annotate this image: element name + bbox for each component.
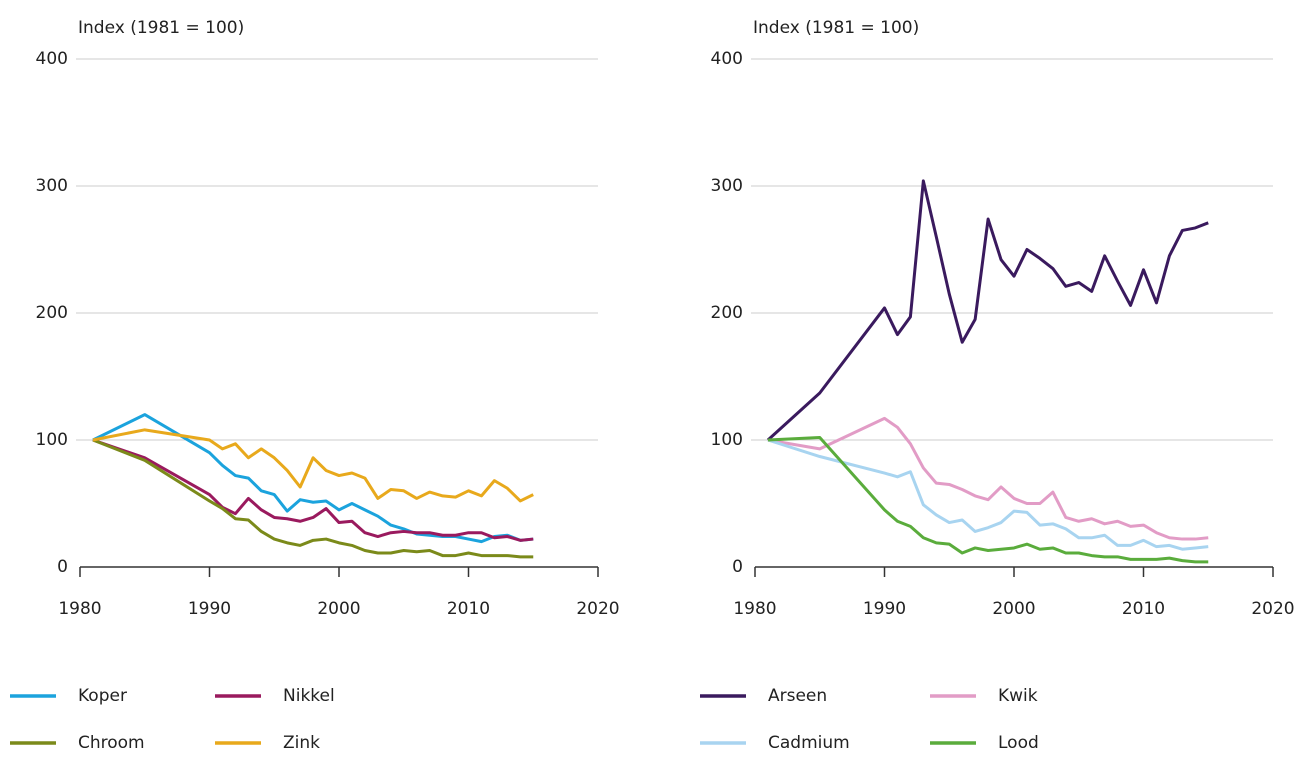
y-tick-label: 200 [36, 303, 68, 323]
legend-label: Nikkel [283, 686, 335, 706]
series-line [767, 438, 1209, 551]
y-tick-label: 0 [57, 557, 68, 577]
series-line [92, 438, 534, 559]
y-tick-label: 100 [36, 430, 68, 450]
y-axis-label: Index (1981 = 100) [78, 18, 244, 38]
y-tick-label: 400 [711, 49, 743, 69]
x-tick-label: 2010 [1122, 599, 1165, 619]
series-line [92, 428, 534, 503]
x-tick-label: 1990 [863, 599, 906, 619]
x-tick-label: 2010 [447, 599, 490, 619]
series-line [767, 435, 1209, 564]
legend-label: Cadmium [768, 733, 850, 753]
y-tick-label: 100 [711, 430, 743, 450]
y-tick-label: 400 [36, 49, 68, 69]
y-tick-label: 300 [711, 176, 743, 196]
legend-label: Lood [998, 733, 1039, 753]
x-tick-label: 2000 [992, 599, 1035, 619]
legend-label: Chroom [78, 733, 145, 753]
y-tick-label: 300 [36, 176, 68, 196]
legend-label: Koper [78, 686, 127, 706]
legend-label: Kwik [998, 686, 1038, 706]
y-axis-label: Index (1981 = 100) [753, 18, 919, 38]
x-tick-label: 1980 [733, 599, 776, 619]
x-tick-label: 1980 [58, 599, 101, 619]
series-line [766, 179, 1209, 442]
x-tick-label: 2000 [317, 599, 360, 619]
x-tick-label: 2020 [1251, 599, 1294, 619]
series-line [92, 413, 534, 544]
x-tick-label: 2020 [576, 599, 619, 619]
x-tick-label: 1990 [188, 599, 231, 619]
series-line [92, 438, 534, 542]
legend-label: Arseen [768, 686, 827, 706]
y-tick-label: 0 [732, 557, 743, 577]
series-line [767, 416, 1209, 541]
y-tick-label: 200 [711, 303, 743, 323]
legend-label: Zink [283, 733, 320, 753]
